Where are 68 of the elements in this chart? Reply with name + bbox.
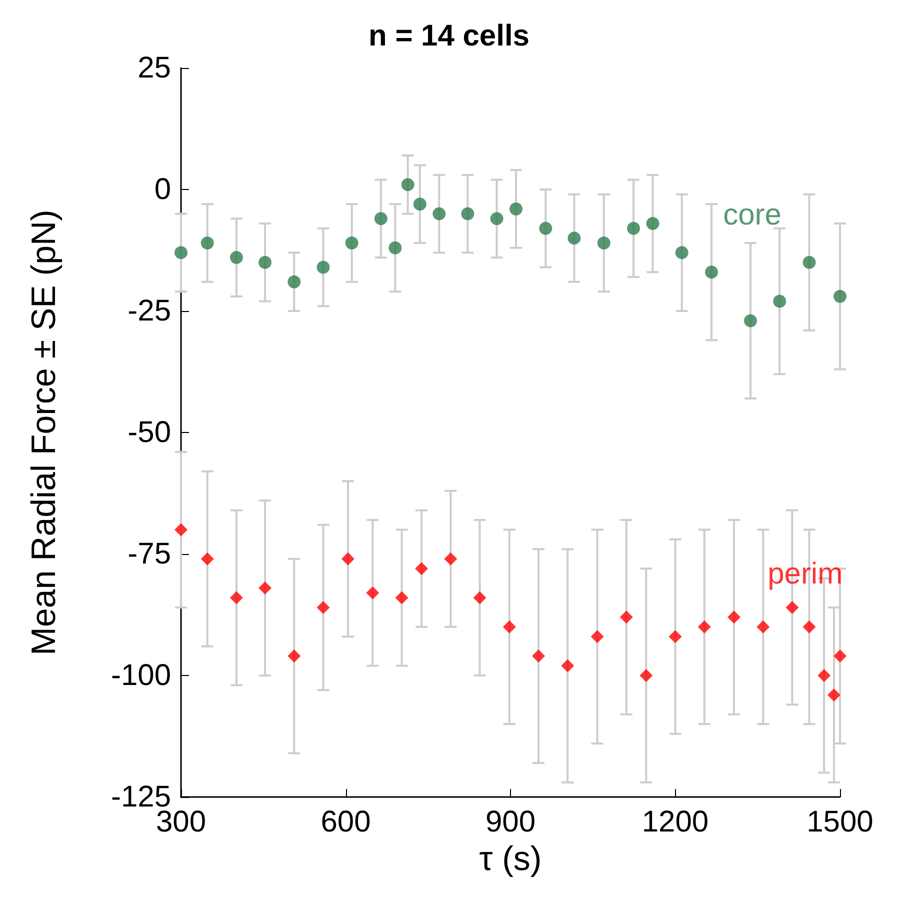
series-label: core bbox=[723, 198, 782, 232]
y-tick-label: -50 bbox=[128, 416, 171, 449]
point bbox=[627, 222, 640, 235]
series-label: perim bbox=[768, 558, 843, 590]
point bbox=[258, 582, 272, 595]
point bbox=[675, 246, 688, 260]
point bbox=[773, 294, 786, 308]
point bbox=[786, 600, 799, 614]
point bbox=[473, 591, 486, 604]
point bbox=[366, 586, 380, 600]
point bbox=[698, 620, 711, 634]
x-tick-label: 900 bbox=[485, 806, 536, 838]
x-tick-label: 1200 bbox=[642, 806, 709, 838]
x-tick-label: 600 bbox=[320, 806, 371, 838]
point bbox=[568, 232, 581, 245]
point bbox=[341, 552, 354, 566]
point bbox=[532, 650, 546, 663]
point bbox=[288, 650, 301, 663]
y-tick-label: -25 bbox=[128, 294, 171, 328]
point bbox=[374, 212, 388, 226]
point bbox=[802, 620, 816, 634]
point bbox=[510, 202, 522, 216]
point bbox=[834, 290, 846, 303]
point bbox=[818, 669, 831, 682]
x-tick-label: 1500 bbox=[806, 806, 874, 838]
point bbox=[646, 217, 660, 230]
x-axis-title: τ (s) bbox=[479, 840, 542, 878]
point bbox=[316, 600, 330, 614]
point bbox=[401, 178, 414, 192]
point bbox=[415, 562, 428, 576]
point bbox=[490, 212, 504, 226]
point bbox=[316, 260, 330, 274]
point bbox=[388, 241, 402, 254]
point bbox=[461, 207, 474, 220]
point bbox=[802, 256, 816, 269]
point bbox=[561, 659, 574, 672]
point bbox=[590, 630, 604, 644]
point bbox=[345, 236, 358, 250]
y-axis-title: Mean Radial Force ± SE (pN) bbox=[25, 210, 63, 656]
point bbox=[200, 552, 214, 566]
point bbox=[668, 630, 682, 644]
point bbox=[413, 198, 426, 211]
point bbox=[230, 251, 243, 264]
point bbox=[258, 256, 272, 269]
point bbox=[174, 523, 188, 536]
point bbox=[597, 236, 610, 250]
point bbox=[200, 236, 214, 250]
y-tick-label: -75 bbox=[128, 538, 171, 570]
point bbox=[756, 620, 770, 634]
point bbox=[705, 266, 718, 279]
point bbox=[834, 650, 846, 663]
y-tick-label: -100 bbox=[110, 659, 171, 692]
point bbox=[395, 591, 408, 604]
y-tick-label: 25 bbox=[138, 52, 171, 84]
point bbox=[432, 207, 446, 220]
chart-title: n = 14 cells bbox=[368, 20, 530, 52]
point bbox=[230, 591, 243, 604]
point bbox=[640, 669, 653, 682]
point bbox=[288, 275, 301, 288]
point bbox=[444, 552, 458, 566]
point bbox=[502, 620, 516, 634]
y-tick-label: 0 bbox=[154, 173, 171, 206]
point bbox=[827, 688, 840, 702]
point bbox=[744, 314, 757, 328]
point bbox=[728, 610, 741, 624]
point bbox=[174, 246, 188, 260]
point bbox=[620, 610, 633, 624]
point bbox=[539, 222, 552, 235]
